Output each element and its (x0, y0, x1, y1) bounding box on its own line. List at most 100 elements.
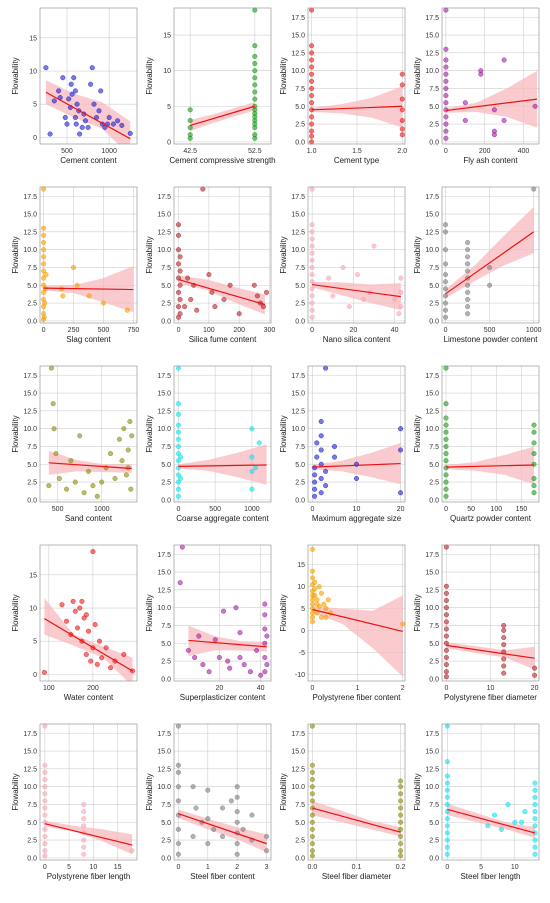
data-point (309, 128, 315, 134)
x-tick-label: 20 (350, 327, 358, 334)
data-point (262, 654, 268, 661)
x-axis-label: Polystyrene fiber length (47, 872, 131, 881)
data-point (42, 805, 48, 811)
data-point (442, 279, 449, 285)
data-point (175, 798, 181, 804)
subplot-1: 500 1000 0 5 10 15 Cement content Flowability (11, 7, 138, 165)
y-tick-label: 17.5 (157, 373, 171, 380)
data-point (42, 812, 48, 818)
data-point (89, 65, 95, 71)
y-tick-label: 0.0 (27, 855, 37, 862)
confidence-band (445, 70, 538, 128)
data-point (532, 809, 538, 815)
data-point (309, 257, 315, 263)
regression-line (189, 105, 256, 127)
data-point (398, 778, 404, 784)
data-point (258, 672, 264, 678)
data-point (41, 268, 47, 274)
data-point (252, 75, 258, 81)
axes-frame (39, 544, 138, 682)
x-axis-label: Limestone powder content (444, 335, 539, 344)
y-tick-label: 15.0 (157, 570, 171, 577)
y-tick-label: 15.0 (23, 749, 37, 756)
x-tick-label: 0 (176, 864, 180, 871)
data-point (227, 665, 233, 671)
data-point (371, 243, 377, 249)
data-point (81, 809, 87, 815)
confidence-band (312, 281, 401, 311)
data-point (220, 608, 227, 614)
data-point (240, 826, 246, 832)
axes-frame (441, 723, 540, 861)
data-point (309, 186, 315, 192)
data-point (262, 612, 268, 618)
data-point (56, 88, 62, 94)
data-point (443, 401, 449, 407)
data-point (262, 626, 268, 632)
data-point (309, 812, 315, 818)
y-tick-label: 10 (29, 606, 37, 613)
data-point (443, 64, 449, 70)
x-tick-label: 400 (518, 148, 530, 155)
x-tick-label: 10 (353, 506, 361, 513)
data-point (178, 454, 184, 460)
y-tick-label: 7.5 (429, 623, 439, 630)
data-point (264, 662, 270, 668)
data-point (216, 654, 222, 661)
y-tick-label: 5.0 (429, 462, 439, 469)
y-tick-label: 2.5 (295, 838, 305, 845)
data-point (51, 98, 57, 104)
data-point (177, 311, 183, 317)
data-point (491, 107, 497, 113)
x-tick-label: 250 (68, 327, 80, 334)
data-point (444, 830, 450, 836)
axes-frame (173, 365, 272, 503)
y-tick-label: -10 (295, 672, 305, 679)
data-point (187, 125, 193, 131)
data-point (252, 96, 258, 102)
data-point (309, 848, 315, 854)
data-point (465, 268, 471, 274)
data-point (309, 776, 315, 783)
y-tick-label: 15.0 (291, 212, 305, 219)
data-point (399, 117, 405, 124)
data-point (42, 848, 48, 854)
x-tick-label: 1000 (94, 506, 110, 513)
x-axis-label: Quartz powder content (450, 514, 532, 523)
y-axis-label: Flowability (145, 57, 154, 94)
axes-frame (307, 365, 406, 503)
y-axis-label: Flowability (11, 594, 20, 631)
data-point (442, 286, 449, 292)
data-point (318, 614, 325, 620)
x-tick-label: 10 (511, 864, 519, 871)
y-axis-label: Flowability (279, 594, 288, 631)
x-axis-label: Superplasticizer content (180, 693, 266, 702)
data-point (501, 663, 507, 669)
confidence-band (44, 598, 133, 681)
data-point (175, 304, 182, 310)
data-point (81, 490, 87, 496)
y-axis-label: Flowability (11, 57, 20, 94)
data-point (309, 64, 315, 70)
x-axis-label: Coarse aggregate content (176, 514, 269, 523)
data-point (443, 121, 449, 127)
data-point (309, 93, 315, 99)
data-point (127, 130, 133, 136)
data-point (225, 658, 231, 664)
data-point (252, 114, 258, 120)
data-point (309, 805, 315, 811)
y-tick-label: 5 (167, 104, 171, 111)
data-point (59, 602, 65, 608)
y-tick-label: 7.5 (27, 802, 37, 809)
y-tick-label: 10.0 (291, 247, 305, 254)
data-point (491, 128, 497, 134)
data-point (532, 844, 538, 850)
data-point (175, 232, 182, 238)
y-tick-label: 5.0 (295, 283, 305, 290)
x-tick-label: 0 (444, 685, 448, 692)
data-point (175, 769, 181, 775)
data-point (309, 236, 315, 242)
y-tick-label: 2.5 (295, 480, 305, 487)
y-tick-label: 12.5 (291, 50, 305, 57)
data-point (90, 483, 96, 489)
